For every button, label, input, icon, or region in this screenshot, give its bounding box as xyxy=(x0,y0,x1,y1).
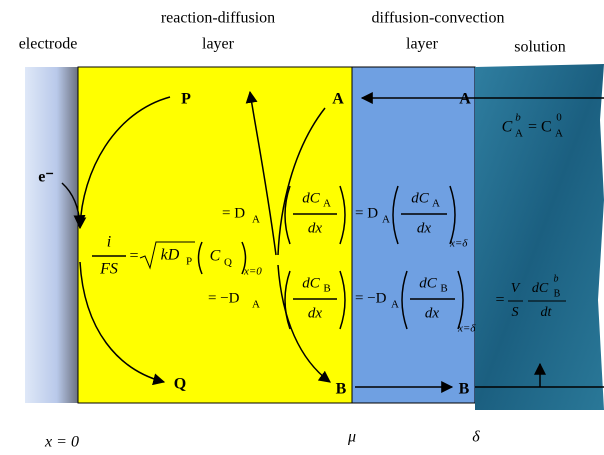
equation: dC xyxy=(411,190,430,206)
equation: A xyxy=(382,214,390,226)
equation: = −D xyxy=(355,290,387,306)
equation: b xyxy=(554,273,559,284)
equation: x=δ xyxy=(449,238,468,250)
equation: i xyxy=(107,234,111,251)
equation: 0 xyxy=(556,112,562,124)
heading: layer xyxy=(202,36,235,53)
equation: C xyxy=(502,119,513,136)
equation: A xyxy=(252,299,260,311)
species: P xyxy=(181,91,191,108)
equation: Q xyxy=(224,257,232,269)
electrode xyxy=(25,67,78,403)
species: e⁻ xyxy=(38,169,54,186)
equation: = D xyxy=(355,205,378,221)
equation: A xyxy=(555,128,563,140)
equation: A xyxy=(323,198,331,210)
heading: solution xyxy=(514,39,566,56)
equation: B xyxy=(323,283,330,295)
equation: dx xyxy=(308,305,323,321)
heading: reaction-diffusion xyxy=(161,10,275,27)
species: B xyxy=(459,381,470,398)
equation: P xyxy=(186,256,192,268)
position: x = 0 xyxy=(44,434,79,451)
heading: electrode xyxy=(19,36,78,53)
equation: V xyxy=(511,281,521,296)
species: A xyxy=(332,91,344,108)
equation: B xyxy=(440,283,447,295)
species: Q xyxy=(174,376,186,393)
heading: diffusion-convection xyxy=(371,10,504,27)
equation: S xyxy=(512,305,519,320)
equation: = C xyxy=(528,119,552,136)
equation: = xyxy=(129,248,138,265)
equation: dx xyxy=(417,220,432,236)
equation: x=0 xyxy=(243,266,262,278)
equation: dx xyxy=(308,220,323,236)
equation: C xyxy=(210,248,221,265)
arrows xyxy=(61,90,604,393)
equation: = −D xyxy=(208,290,240,306)
heading: layer xyxy=(406,36,439,53)
equation: dC xyxy=(532,281,549,296)
position: δ xyxy=(472,429,480,446)
equation: A xyxy=(432,198,440,210)
position: μ xyxy=(347,429,356,446)
species: A xyxy=(459,91,471,108)
equation: A xyxy=(252,214,260,226)
species: B xyxy=(336,381,347,398)
equation: dx xyxy=(425,305,440,321)
equation: dC xyxy=(302,275,321,291)
equation: kD xyxy=(161,247,180,264)
solution xyxy=(475,64,604,410)
equation: dt xyxy=(541,305,553,320)
equation: A xyxy=(515,128,523,140)
equation: B xyxy=(554,288,561,299)
equation: = D xyxy=(222,205,245,221)
equation: dC xyxy=(419,275,438,291)
equation: = xyxy=(495,292,504,309)
equation: FS xyxy=(99,261,118,278)
convection-layer xyxy=(351,66,476,404)
equation: b xyxy=(515,112,521,124)
equation: x=δ xyxy=(457,323,476,335)
equation: dC xyxy=(302,190,321,206)
equation: A xyxy=(391,299,399,311)
